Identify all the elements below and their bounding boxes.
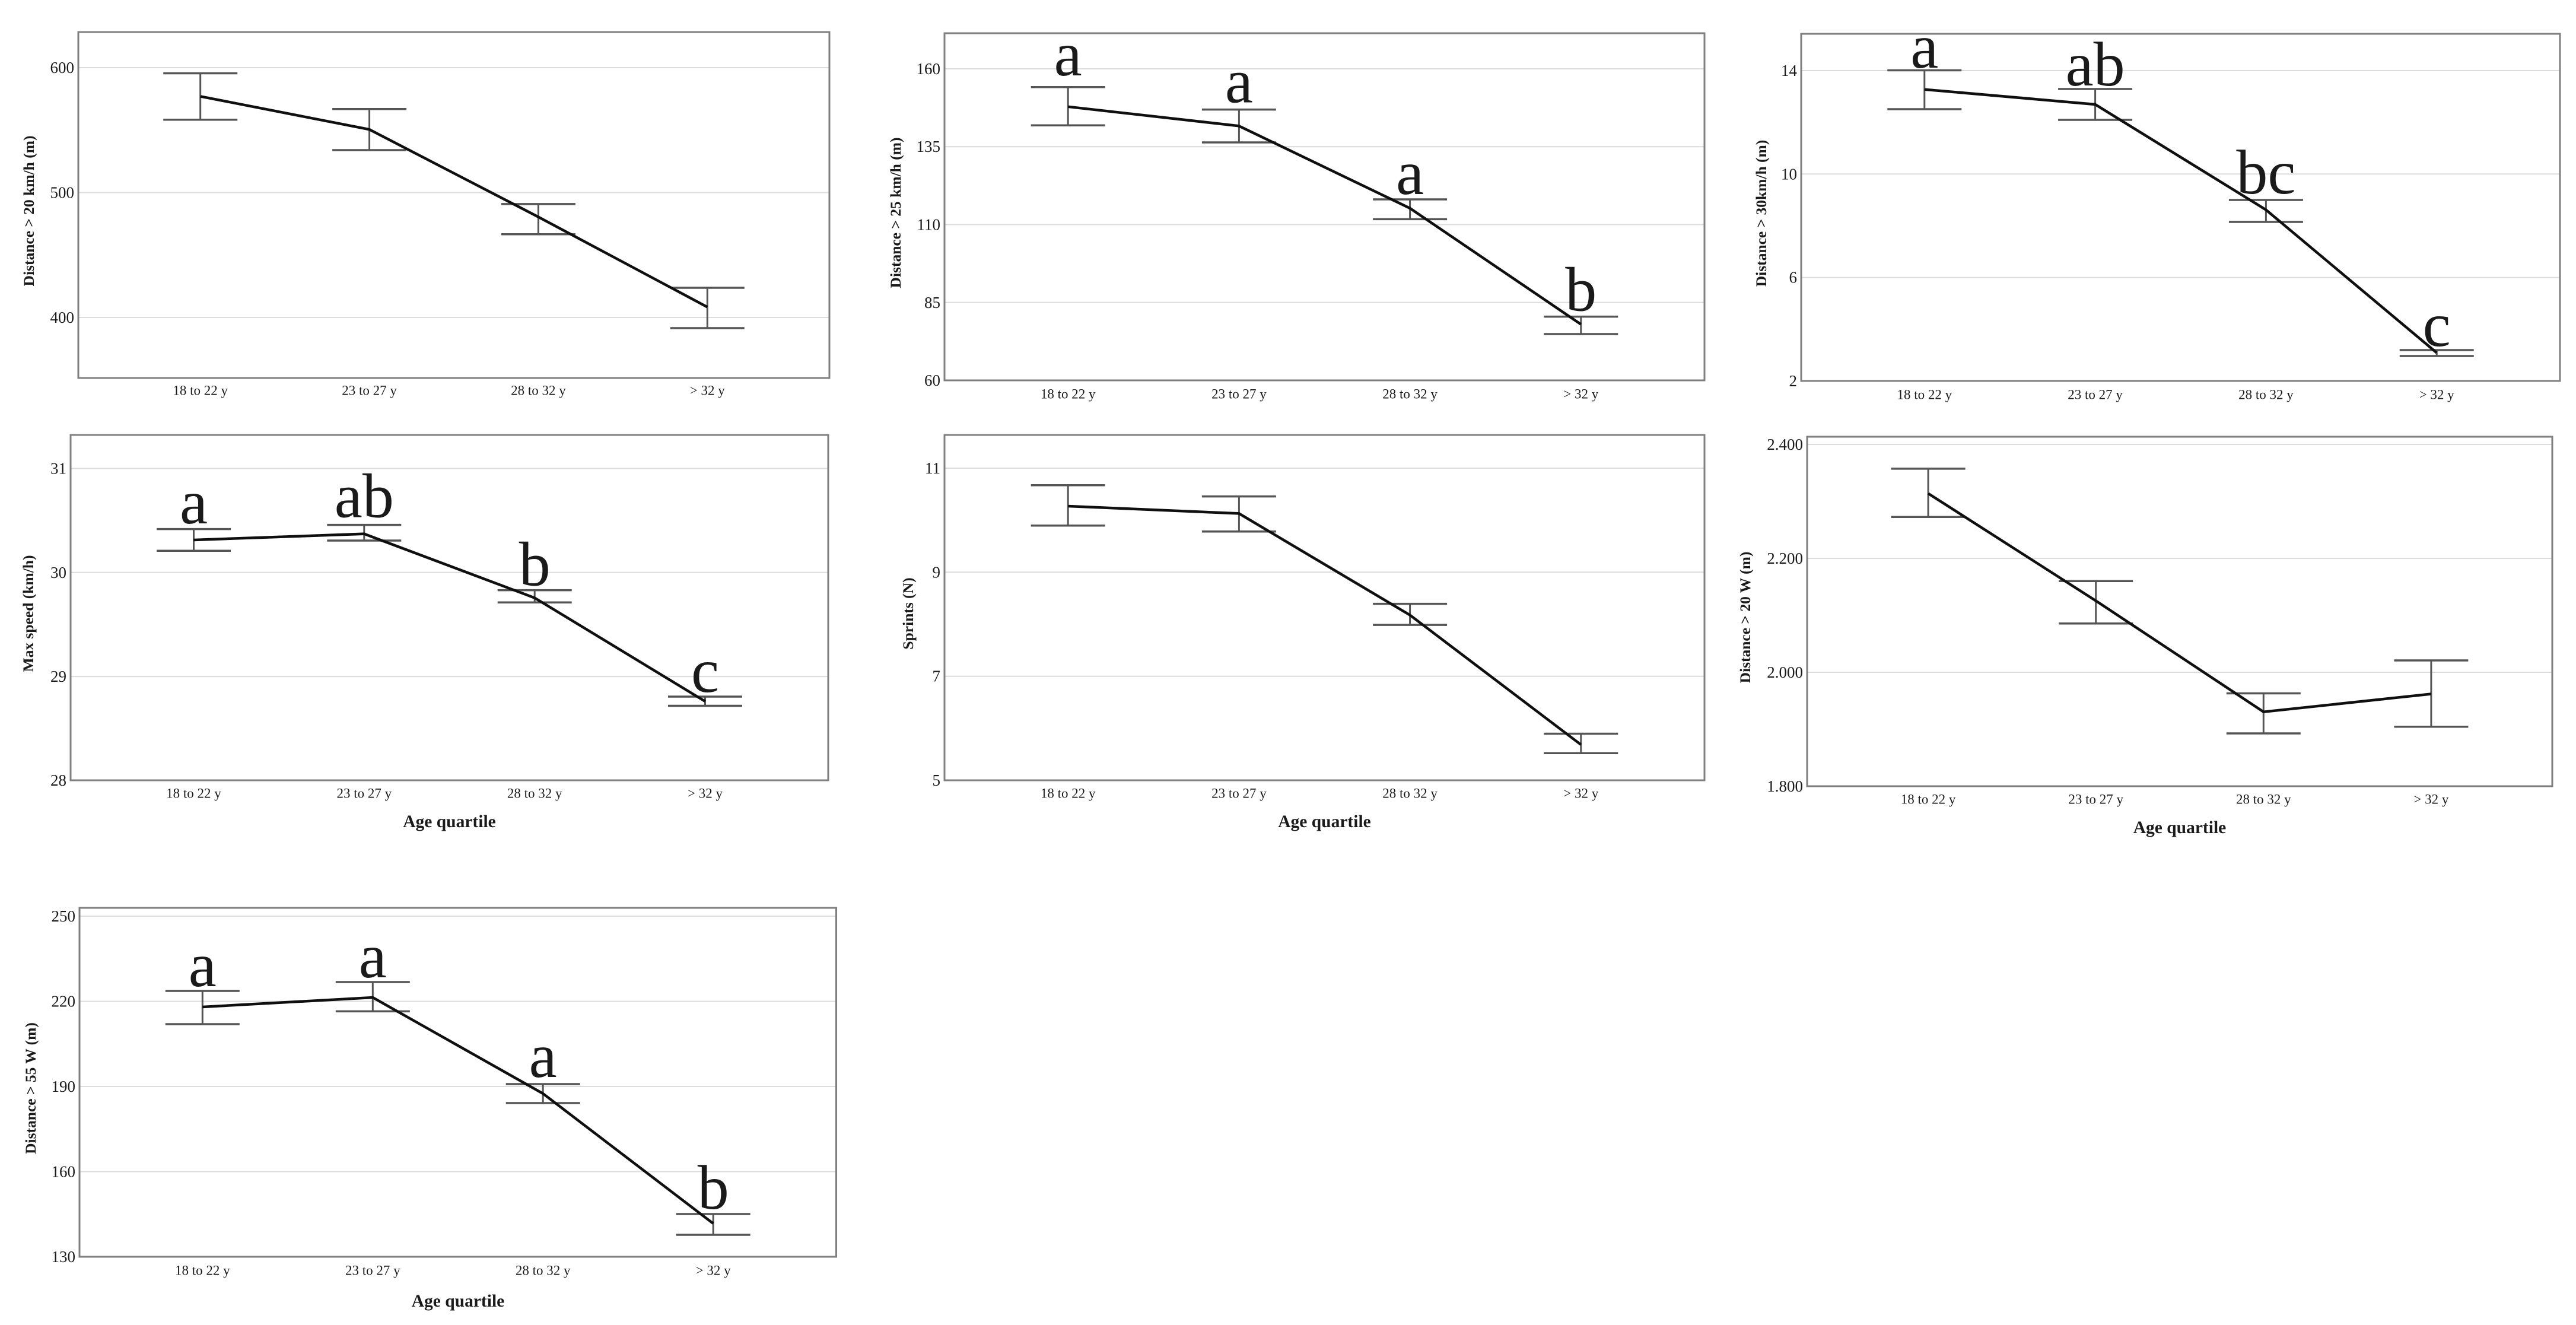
svg-text:28 to 32 y: 28 to 32 y xyxy=(511,383,566,398)
svg-text:2.400: 2.400 xyxy=(1767,436,1803,453)
svg-text:6: 6 xyxy=(1789,269,1798,287)
svg-text:b: b xyxy=(519,530,551,599)
svg-text:> 32 y: > 32 y xyxy=(1563,786,1598,801)
svg-text:Max speed (km/h): Max speed (km/h) xyxy=(20,555,37,672)
svg-text:> 32 y: > 32 y xyxy=(688,786,723,801)
svg-text:c: c xyxy=(2423,290,2451,360)
svg-text:28 to 32 y: 28 to 32 y xyxy=(2236,792,2291,807)
svg-text:160: 160 xyxy=(52,1163,76,1181)
svg-text:9: 9 xyxy=(933,563,941,581)
svg-text:Age quartile: Age quartile xyxy=(412,1292,505,1311)
svg-text:28 to 32 y: 28 to 32 y xyxy=(1382,786,1438,801)
svg-text:10: 10 xyxy=(1781,165,1797,183)
svg-text:31: 31 xyxy=(50,460,66,478)
svg-text:23 to 27 y: 23 to 27 y xyxy=(2068,792,2123,807)
svg-text:b: b xyxy=(698,1153,729,1222)
svg-text:Distance > 20 W (m): Distance > 20 W (m) xyxy=(1737,552,1754,684)
svg-text:a: a xyxy=(189,930,217,1000)
svg-text:a: a xyxy=(1225,47,1253,116)
svg-text:18 to 22 y: 18 to 22 y xyxy=(166,786,221,801)
svg-text:ab: ab xyxy=(335,462,394,531)
svg-text:> 32 y: > 32 y xyxy=(2413,792,2448,807)
svg-text:28 to 32 y: 28 to 32 y xyxy=(507,786,562,801)
svg-text:Distance > 25 km/h (m): Distance > 25 km/h (m) xyxy=(887,138,904,288)
svg-text:Age quartile: Age quartile xyxy=(1278,812,1371,831)
svg-text:600: 600 xyxy=(50,59,75,77)
svg-text:28 to 32 y: 28 to 32 y xyxy=(2238,387,2294,402)
svg-text:a: a xyxy=(359,922,387,991)
svg-text:29: 29 xyxy=(50,668,66,685)
svg-text:a: a xyxy=(1054,20,1082,89)
svg-text:23 to 27 y: 23 to 27 y xyxy=(1211,786,1267,801)
svg-text:2.200: 2.200 xyxy=(1767,549,1803,567)
svg-text:Distance > 30km/h (m): Distance > 30km/h (m) xyxy=(1753,140,1770,287)
svg-text:220: 220 xyxy=(52,993,76,1011)
svg-text:60: 60 xyxy=(924,371,940,389)
svg-text:a: a xyxy=(180,468,208,537)
svg-text:5: 5 xyxy=(933,771,941,789)
svg-text:85: 85 xyxy=(924,294,940,312)
svg-text:7: 7 xyxy=(933,668,941,685)
svg-text:18 to 22 y: 18 to 22 y xyxy=(1041,786,1096,801)
svg-text:110: 110 xyxy=(917,216,941,234)
svg-text:> 32 y: > 32 y xyxy=(690,383,725,398)
svg-text:> 32 y: > 32 y xyxy=(1563,387,1598,402)
svg-text:> 32 y: > 32 y xyxy=(696,1263,731,1278)
svg-text:23 to 27 y: 23 to 27 y xyxy=(342,383,397,398)
svg-text:ab: ab xyxy=(2066,30,2125,99)
svg-text:18 to 22 y: 18 to 22 y xyxy=(173,383,228,398)
svg-text:30: 30 xyxy=(50,564,66,582)
svg-text:2: 2 xyxy=(1789,372,1798,390)
svg-text:135: 135 xyxy=(917,138,941,155)
svg-text:a: a xyxy=(529,1021,557,1091)
svg-text:Distance > 20 km/h (m): Distance > 20 km/h (m) xyxy=(20,136,37,287)
svg-text:18 to 22 y: 18 to 22 y xyxy=(1901,792,1956,807)
svg-text:28 to 32 y: 28 to 32 y xyxy=(516,1263,571,1278)
svg-text:Distance > 55 W (m): Distance > 55 W (m) xyxy=(22,1022,39,1154)
svg-text:a: a xyxy=(1396,138,1424,208)
svg-text:b: b xyxy=(1565,255,1597,325)
svg-text:190: 190 xyxy=(52,1078,76,1095)
svg-text:> 32 y: > 32 y xyxy=(2419,387,2454,402)
svg-text:1.800: 1.800 xyxy=(1767,777,1803,795)
svg-text:14: 14 xyxy=(1781,62,1798,80)
svg-text:2.000: 2.000 xyxy=(1767,663,1803,681)
svg-text:bc: bc xyxy=(2236,138,2295,207)
svg-text:Age quartile: Age quartile xyxy=(2133,818,2227,837)
svg-text:28: 28 xyxy=(50,771,66,789)
svg-text:Sprints (N): Sprints (N) xyxy=(899,577,917,649)
svg-text:18 to 22 y: 18 to 22 y xyxy=(175,1263,230,1278)
svg-text:400: 400 xyxy=(50,309,75,326)
svg-text:130: 130 xyxy=(52,1248,76,1266)
svg-text:c: c xyxy=(691,636,719,706)
svg-text:11: 11 xyxy=(925,459,940,477)
svg-text:23 to 27 y: 23 to 27 y xyxy=(2068,387,2123,402)
svg-text:28 to 32 y: 28 to 32 y xyxy=(1382,387,1438,402)
svg-text:18 to 22 y: 18 to 22 y xyxy=(1041,387,1096,402)
svg-text:Age quartile: Age quartile xyxy=(403,812,496,831)
svg-text:160: 160 xyxy=(917,60,941,78)
svg-text:23 to 27 y: 23 to 27 y xyxy=(1211,387,1267,402)
svg-text:500: 500 xyxy=(50,184,75,202)
svg-text:23 to 27 y: 23 to 27 y xyxy=(345,1263,400,1278)
svg-text:250: 250 xyxy=(52,907,76,925)
svg-text:23 to 27 y: 23 to 27 y xyxy=(336,786,392,801)
svg-text:a: a xyxy=(1910,12,1938,81)
svg-text:18 to 22 y: 18 to 22 y xyxy=(1897,387,1952,402)
